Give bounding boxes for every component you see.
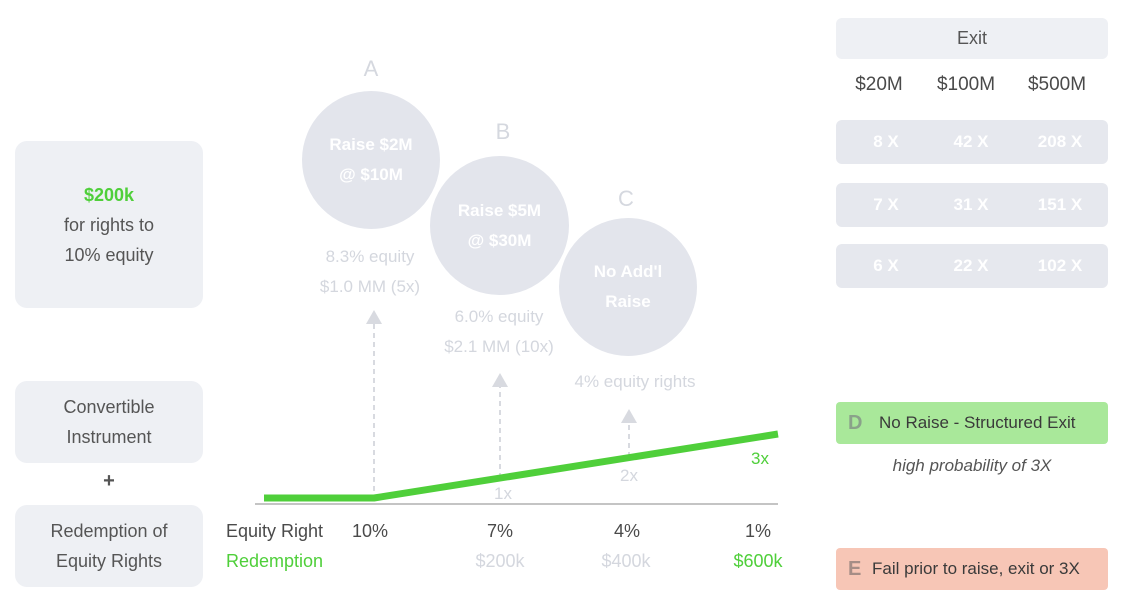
exit-header-label: Exit bbox=[956, 28, 987, 48]
scenario-a-equity: 8.3% equity bbox=[325, 247, 415, 266]
scenario-b-line2: @ $30M bbox=[467, 230, 532, 250]
equity-right-value-4: 1% bbox=[744, 521, 771, 541]
scenario-a-line1: Raise $2M bbox=[329, 135, 413, 154]
exit-row-b-cell-3: 151 X bbox=[1037, 195, 1083, 214]
arrow-a-head bbox=[366, 310, 382, 324]
scenario-a-line2: @ $10M bbox=[339, 165, 403, 184]
redemption-card: Redemption of Equity Rights bbox=[15, 505, 203, 587]
scenario-c-line1: No Add'l bbox=[593, 262, 663, 281]
outcome-d-note: high probability of 3X bbox=[892, 456, 1052, 475]
scenario-b-value: $2.1 MM (10x) bbox=[444, 337, 554, 356]
convertible-line1: Convertible bbox=[63, 397, 155, 417]
marker-3x: 3x bbox=[751, 449, 769, 468]
exit-col-500m: $500M bbox=[1027, 74, 1087, 95]
exit-row-c-cell-3: 102 X bbox=[1037, 256, 1083, 275]
outcome-e-letter: E bbox=[848, 558, 862, 580]
exit-row-c-cell-2: 22 X bbox=[953, 256, 989, 275]
redemption-value-3: $600k bbox=[733, 551, 783, 571]
scenario-c-line2: Raise bbox=[605, 292, 651, 311]
exit-row-a-cell-1: 8 X bbox=[873, 132, 899, 151]
offer-line2: for rights to bbox=[63, 214, 155, 235]
marker-2x: 2x bbox=[620, 466, 638, 485]
equity-right-value-3: 4% bbox=[613, 521, 640, 541]
scenario-a-value: $1.0 MM (5x) bbox=[319, 277, 421, 296]
exit-row-b-cell-2: 31 X bbox=[953, 195, 989, 214]
redemption-label: Redemption bbox=[226, 551, 324, 571]
outcome-d-letter: D bbox=[848, 412, 863, 434]
scenario-b-details: 6.0% equity $2.1 MM (10x) bbox=[424, 302, 574, 362]
scenario-b-bubble: Raise $5M @ $30M bbox=[430, 156, 569, 295]
convertible-line2: Instrument bbox=[66, 427, 152, 447]
exit-row-a-cell-3: 208 X bbox=[1037, 132, 1083, 151]
equity-right-value-1: 10% bbox=[351, 521, 389, 541]
exit-col-100m: $100M bbox=[936, 74, 996, 95]
scenario-a-bubble: Raise $2M @ $10M bbox=[302, 91, 440, 229]
arrow-c-head bbox=[621, 409, 637, 423]
exit-header: Exit bbox=[836, 18, 1108, 59]
scenario-a-details: 8.3% equity $1.0 MM (5x) bbox=[300, 242, 440, 302]
exit-row-c-cell-1: 6 X bbox=[873, 256, 899, 275]
equity-right-value-2: 7% bbox=[486, 521, 513, 541]
offer-line3: 10% equity bbox=[64, 244, 154, 265]
outcome-e-label: Fail prior to raise, exit or 3X bbox=[872, 559, 1080, 578]
exit-col-20m: $20M bbox=[855, 74, 903, 95]
convertible-card: Convertible Instrument bbox=[15, 381, 203, 463]
exit-row-a-cell-2: 42 X bbox=[953, 132, 989, 151]
arrow-b-head bbox=[492, 373, 508, 387]
scenario-a-letter: A bbox=[363, 56, 379, 81]
exit-row-a: 8 X 42 X 208 X bbox=[836, 120, 1108, 164]
redemption-line2: Equity Rights bbox=[55, 551, 163, 571]
scenario-b-equity: 6.0% equity bbox=[454, 307, 544, 326]
exit-row-b: 7 X 31 X 151 X bbox=[836, 183, 1108, 227]
scenario-c-bubble: No Add'l Raise bbox=[559, 218, 697, 356]
offer-card: $200k for rights to 10% equity bbox=[15, 141, 203, 308]
scenario-b-line1: Raise $5M bbox=[457, 200, 542, 220]
exit-row-b-cell-1: 7 X bbox=[873, 195, 899, 214]
scenario-c-letter: C bbox=[618, 186, 634, 211]
outcome-d-box: D No Raise - Structured Exit bbox=[836, 402, 1108, 444]
redemption-line1: Redemption of bbox=[50, 521, 168, 541]
scenario-b-letter: B bbox=[495, 119, 511, 144]
redemption-value-1: $200k bbox=[475, 551, 525, 571]
exit-row-c: 6 X 22 X 102 X bbox=[836, 244, 1108, 288]
equity-right-label: Equity Right bbox=[226, 521, 324, 541]
offer-amount: $200k bbox=[83, 184, 135, 205]
payoff-line bbox=[264, 430, 779, 502]
scenario-c-equity: 4% equity rights bbox=[574, 372, 696, 391]
outcome-d-label: No Raise - Structured Exit bbox=[879, 413, 1076, 432]
plus-sign: + bbox=[103, 470, 115, 492]
redemption-value-2: $400k bbox=[601, 551, 651, 571]
outcome-e-box: E Fail prior to raise, exit or 3X bbox=[836, 548, 1108, 590]
marker-1x: 1x bbox=[494, 484, 512, 503]
